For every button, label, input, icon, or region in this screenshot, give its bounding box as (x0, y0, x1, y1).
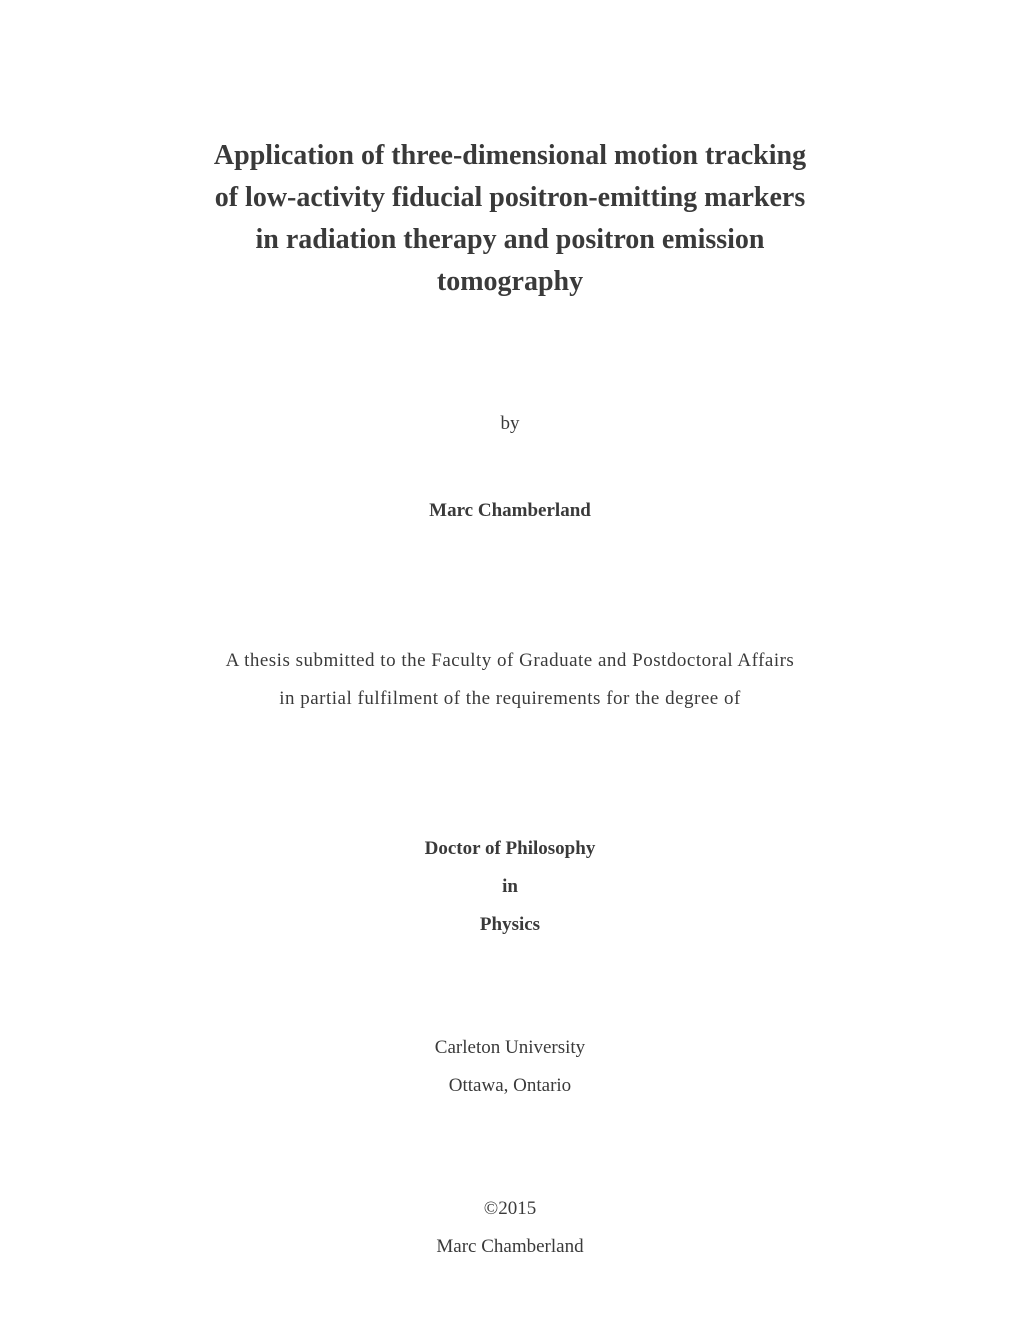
university-line-1: Carleton University (435, 1029, 585, 1067)
submission-statement: A thesis submitted to the Faculty of Gra… (226, 642, 795, 718)
university-line-2: Ottawa, Ontario (435, 1067, 585, 1105)
degree-block: Doctor of Philosophy in Physics (425, 830, 596, 944)
copyright-block: ©2015 Marc Chamberland (436, 1190, 583, 1266)
title-line-3: in radiation therapy and positron emissi… (214, 219, 806, 261)
title-line-1: Application of three-dimensional motion … (214, 135, 806, 177)
copyright-line-1: ©2015 (436, 1190, 583, 1228)
by-label: by (501, 413, 520, 435)
copyright-line-2: Marc Chamberland (436, 1228, 583, 1266)
submission-line-2: in partial fulfilment of the requirement… (226, 680, 795, 718)
thesis-title: Application of three-dimensional motion … (214, 135, 806, 303)
title-line-2: of low-activity fiducial positron-emitti… (214, 177, 806, 219)
author-name: Marc Chamberland (429, 500, 591, 522)
degree-line-2: in (425, 868, 596, 906)
degree-line-1: Doctor of Philosophy (425, 830, 596, 868)
degree-line-3: Physics (425, 906, 596, 944)
submission-line-1: A thesis submitted to the Faculty of Gra… (226, 642, 795, 680)
university-block: Carleton University Ottawa, Ontario (435, 1029, 585, 1105)
title-line-4: tomography (214, 261, 806, 303)
